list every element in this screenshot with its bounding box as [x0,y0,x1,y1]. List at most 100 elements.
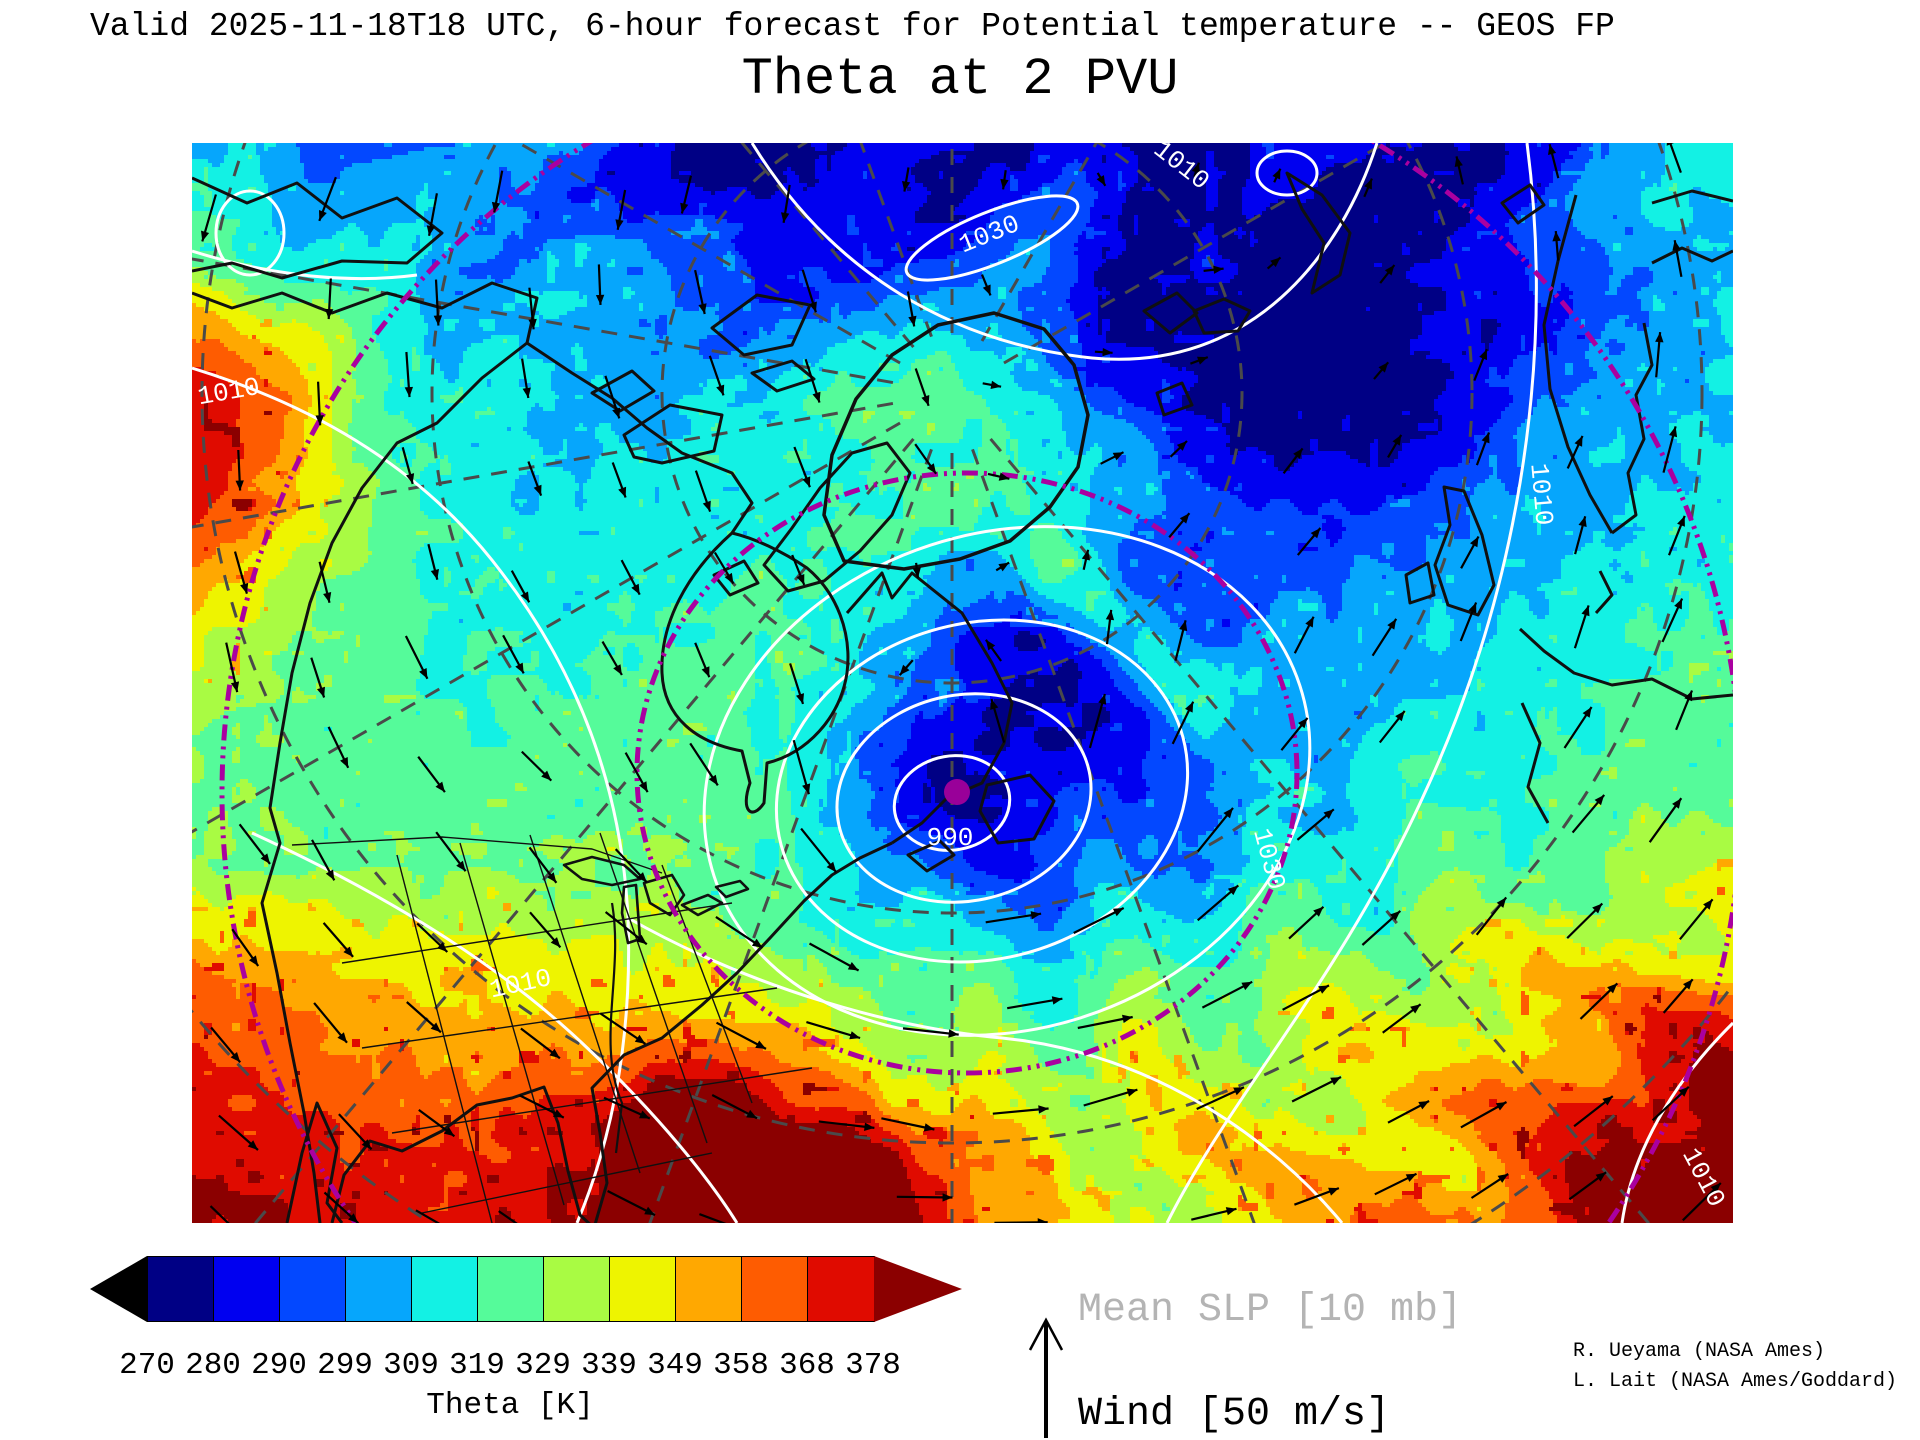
valid-time-line: Valid 2025-11-18T18 UTC, 6-hour forecast… [90,8,1615,45]
coastline [609,902,624,1154]
coastline [660,531,850,814]
coastline [906,839,956,873]
coastline [459,842,565,1206]
colorbar-tick-label: 368 [779,1348,835,1383]
coastline [285,1101,344,1223]
colorbar-segment [345,1256,413,1322]
colorbar-axis-label: Theta [K] [426,1388,594,1423]
colorbar-segment [609,1256,677,1322]
slp-contour [702,525,1312,1037]
slp-contour-label: 1010 [1523,462,1558,527]
colorbar-segment [477,1256,545,1322]
colorbar-segment [213,1256,281,1322]
coastline [620,883,642,945]
colorbar-segment [279,1256,347,1322]
coastline [529,834,641,1174]
graticule-meridian [980,143,1099,342]
wind-legend-arrow-icon [1028,1317,1064,1438]
coastline [845,571,1014,845]
coastline [750,359,816,393]
colorbar-segment [543,1256,611,1322]
coastline [822,311,1090,571]
coastline [391,1067,813,1134]
coastline [1500,183,1546,225]
colorbar-segment [411,1256,479,1322]
graticule-parallel [200,143,1704,1145]
colorbar-tick-label: 378 [845,1348,901,1383]
coastline [622,403,724,465]
colorbar-tick-label: 339 [581,1348,637,1383]
slp-contour [774,618,1190,964]
colorbar-tick-label: 290 [251,1348,307,1383]
colorbar-tick-label: 349 [647,1348,703,1383]
coastline [710,293,812,357]
graticule-meridian [192,421,901,834]
coastline [1192,297,1252,335]
colorbar-tick-label: 280 [185,1348,241,1383]
coastline [661,864,753,1104]
coastline [714,879,750,899]
coastline [1518,627,1733,701]
coastline [1594,570,1614,614]
coastline [680,893,724,917]
graticule-meridian [1003,143,1389,365]
colorbar-segment [675,1256,743,1322]
slp-contour [904,194,1080,282]
map-panel: 1010 1030 990 1010 1010 1030 1010 1010 [192,143,1733,1223]
graticule-meridian [515,143,901,365]
wind-legend-label: Wind [50 m/s] [1078,1392,1391,1437]
colorbar-segment [741,1256,809,1322]
slp-contour [835,692,1093,904]
coastline [1611,322,1654,535]
colorbar-tick-label: 329 [515,1348,571,1383]
coastline [1142,291,1199,335]
graticule-meridian [989,437,1651,1223]
coastline [1285,171,1352,295]
colorbar-under-range-arrow-icon [90,1256,147,1322]
coastline [526,341,754,534]
graticule-meridian [253,437,915,1223]
slp-contour-label: 1030 [955,209,1024,260]
slp-contour-label: 1010 [1147,143,1215,197]
station-marker [944,779,970,805]
page-title: Theta at 2 PVU [741,50,1179,109]
slp-contour [1165,143,1538,1223]
slp-contour [192,249,418,281]
slp-legend-label: Mean SLP [10 mb] [1078,1288,1463,1333]
colorbar-tick-label: 309 [383,1348,439,1383]
slp-contour-label: 1010 [1675,1143,1731,1212]
coastline [1404,561,1436,605]
slp-contour-label: 990 [927,823,974,853]
coastline [361,987,778,1049]
graticule-meridian [192,401,894,529]
coastline [599,832,708,1144]
coastline [762,441,912,593]
colorbar-segment [807,1256,875,1322]
slp-contour [750,143,1379,361]
colorbar-segment [147,1256,215,1322]
coastline [1651,189,1733,205]
colorbar-over-range-arrow-icon [874,1256,962,1322]
coastline [396,854,493,1223]
coastline [1520,702,1550,824]
coastline [421,1152,713,1214]
slp-contour-label: 1030 [1246,825,1291,893]
slp-contour-label: 1010 [195,372,262,412]
coastline [1651,246,1733,265]
coastline [1433,485,1496,617]
coastline [341,902,733,964]
terminator-inner-ring [634,470,1300,1076]
slp-contour [627,916,1344,1223]
coastline [291,836,663,874]
graticule-meridian [971,448,1256,1223]
theta-field-canvas [192,143,1733,1223]
graticule-parallel [192,982,1733,1223]
graticule-meridian [648,448,933,1223]
coastline [330,841,893,1223]
coastline [978,773,1056,845]
coastline [712,559,760,597]
coastline [192,281,539,1223]
coastline [1542,194,1614,534]
